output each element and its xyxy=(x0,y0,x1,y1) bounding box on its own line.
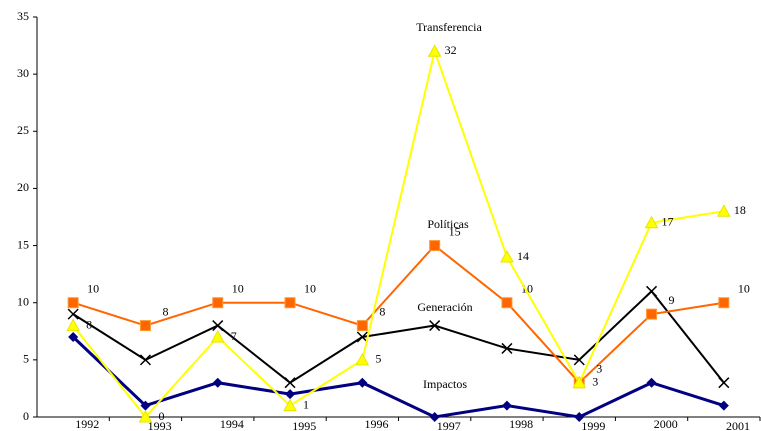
y-tick-label: 25 xyxy=(17,123,29,137)
marker xyxy=(501,400,512,411)
x-tick-label: 1996 xyxy=(365,417,389,431)
marker xyxy=(67,308,79,320)
marker xyxy=(285,389,296,400)
series-line xyxy=(72,244,725,385)
marker xyxy=(140,400,151,411)
data-label: 9 xyxy=(669,293,675,307)
data-label: 10 xyxy=(738,281,750,295)
marker xyxy=(284,297,296,309)
marker xyxy=(427,44,442,57)
x-tick-label: 1994 xyxy=(220,417,244,431)
series-name: Impactos xyxy=(423,377,467,391)
y-tick-label: 35 xyxy=(17,9,29,23)
y-tick-label: 20 xyxy=(17,180,29,194)
marker xyxy=(212,320,224,332)
x-tick-label: 1993 xyxy=(148,419,172,431)
data-label: 7 xyxy=(231,329,237,343)
data-label: 10 xyxy=(232,281,244,295)
data-label: 18 xyxy=(734,203,746,217)
y-tick-label: 30 xyxy=(17,66,29,80)
marker xyxy=(212,377,223,388)
y-tick-label: 0 xyxy=(23,409,29,423)
marker xyxy=(67,297,79,309)
marker xyxy=(718,377,730,389)
marker xyxy=(429,412,440,422)
x-tick-label: 2001 xyxy=(726,419,750,431)
marker xyxy=(500,249,514,263)
marker xyxy=(356,320,368,332)
marker xyxy=(646,377,657,388)
data-label: 0 xyxy=(158,409,164,423)
marker xyxy=(355,352,370,366)
marker xyxy=(139,354,151,366)
series-line xyxy=(72,335,725,419)
marker xyxy=(210,329,225,343)
marker xyxy=(646,308,658,320)
data-label: 17 xyxy=(662,214,674,228)
series-name: Transferencia xyxy=(416,20,482,34)
data-label: 8 xyxy=(86,317,92,331)
x-tick-label: 1997 xyxy=(437,419,461,431)
data-label: 1 xyxy=(303,397,309,411)
data-label: 8 xyxy=(379,304,385,318)
series-name: Políticas xyxy=(427,217,469,231)
x-tick-label: 1992 xyxy=(75,417,99,431)
x-tick-label: 2000 xyxy=(654,417,678,431)
y-tick-label: 15 xyxy=(17,237,29,251)
x-tick-label: 1998 xyxy=(509,417,533,431)
data-label: 8 xyxy=(162,304,168,318)
marker xyxy=(573,354,585,366)
marker xyxy=(66,318,80,332)
marker xyxy=(139,320,151,332)
x-tick-label: 1999 xyxy=(581,419,605,431)
marker xyxy=(501,342,513,354)
marker xyxy=(644,215,659,229)
data-label: 10 xyxy=(87,281,99,295)
marker xyxy=(357,377,368,388)
data-label: 32 xyxy=(445,43,457,57)
marker xyxy=(718,297,730,309)
data-label: 3 xyxy=(596,361,602,375)
marker xyxy=(212,297,224,309)
marker xyxy=(574,412,585,422)
marker xyxy=(501,297,513,309)
marker xyxy=(572,375,587,389)
marker xyxy=(429,240,441,252)
y-tick-label: 10 xyxy=(17,294,29,308)
marker xyxy=(429,320,441,332)
marker xyxy=(68,332,79,342)
marker xyxy=(356,331,368,343)
data-label: 15 xyxy=(449,224,461,238)
x-tick-label: 1995 xyxy=(292,419,316,431)
marker xyxy=(283,398,297,412)
data-label: 3 xyxy=(592,374,598,388)
series-name: Generación xyxy=(417,300,472,314)
series-line xyxy=(72,47,725,419)
y-tick-label: 5 xyxy=(23,352,29,366)
marker xyxy=(138,409,153,423)
data-label: 5 xyxy=(375,352,381,366)
data-label: 14 xyxy=(517,249,529,263)
marker xyxy=(718,400,729,411)
marker xyxy=(717,204,731,217)
series-line xyxy=(72,289,725,384)
marker xyxy=(646,285,658,297)
data-label: 10 xyxy=(304,281,316,295)
marker xyxy=(284,377,296,389)
